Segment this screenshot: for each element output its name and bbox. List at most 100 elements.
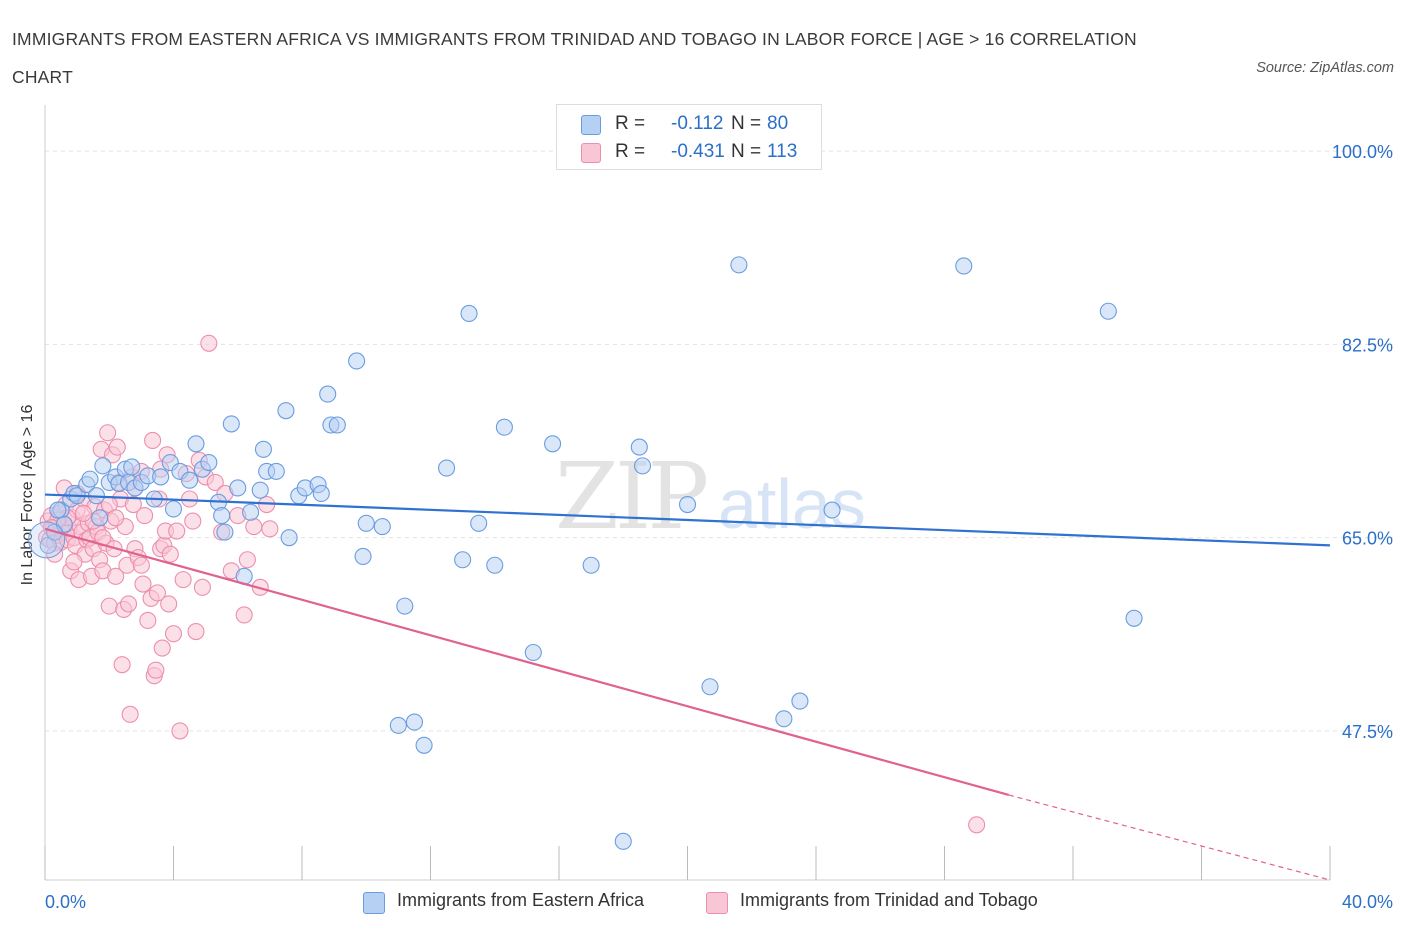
x-tick-label-min: 0.0% [45,892,86,912]
blue-point [524,643,542,662]
pink-point [147,661,165,679]
blue-point [251,481,269,499]
pink-point [245,518,263,536]
pink-point [65,553,83,571]
blue-point [164,500,183,518]
blue-point-large [28,521,66,559]
blue-point [49,501,67,519]
blue-point [348,352,366,370]
pink-trend-extension [1008,794,1331,881]
blue-point [216,523,234,541]
pink-point [161,545,179,563]
blue-point [280,529,298,547]
blue-point [91,509,109,527]
pink-point [968,816,986,834]
blue-point [354,547,372,565]
pink-point [75,504,93,522]
trend-lines [44,493,1331,881]
blue-point [544,435,562,453]
blue-point [630,438,648,456]
blue-point [200,454,218,472]
y-tick-label: 65.0% [1342,529,1393,549]
legend-n-value-blue: 80 [767,113,789,134]
blue-point [405,713,423,731]
blue-point [470,514,488,532]
pink-point [238,551,256,569]
axes [44,105,1331,881]
blue-point [582,556,600,574]
bottom-legend-swatch-pink [706,892,728,914]
pink-point [153,639,171,657]
blue-point [389,716,407,734]
blue-point [312,484,330,503]
blue-point [495,418,513,436]
chart-title: IMMIGRANTS FROM EASTERN AFRICA VS IMMIGR… [12,29,1137,87]
watermark: ZIP atlas [555,443,866,550]
blue-point [438,459,456,477]
blue-point [319,385,337,403]
blue-trend-line [44,493,1331,547]
legend-n-label: N = [731,113,762,134]
blue-point [277,402,295,420]
blue-point [373,518,391,536]
pink-point [184,512,202,530]
pink-point [160,595,178,613]
blue-point [396,597,414,615]
blue-point [486,556,504,574]
pink-point [200,334,218,352]
blue-point [242,503,260,521]
pink-point [144,431,162,450]
pink-point [108,438,126,456]
blue-point [213,507,231,525]
blue-point [614,832,632,850]
y-tick-label: 100.0% [1332,142,1393,162]
pink-point [99,424,117,442]
watermark-zip: ZIP [555,443,706,550]
legend-r-label: R = [615,113,646,134]
pink-point [100,597,118,615]
pink-point [164,625,183,643]
watermark-atlas: atlas [718,465,866,543]
pink-point [119,595,138,613]
blue-series-points [28,256,1143,850]
legend-r-label: R = [615,141,646,162]
x-tick-label-max: 40.0% [1342,892,1393,912]
tick-labels: 47.5% 65.0% 82.5% 100.0% 0.0% 40.0% [45,142,1393,912]
correlation-legend: R = -0.112 N = 80 R = -0.431 N = 113 [556,104,822,170]
blue-point [454,551,472,569]
gridlines [45,150,1395,732]
pink-point [206,473,224,491]
blue-point [460,304,478,323]
blue-point [328,416,346,434]
blue-point [123,458,141,476]
legend-r-value-blue: -0.112 [671,113,724,134]
blue-point [791,692,809,710]
blue-point [152,468,170,486]
pink-point [174,571,192,589]
source-label: Source: ZipAtlas.com [1256,60,1394,76]
pink-point [148,584,166,602]
blue-point [701,678,719,696]
pink-point [113,656,131,674]
pink-point [193,578,211,596]
pink-point [235,606,253,624]
pink-point [107,567,125,585]
blue-point [222,415,240,433]
pink-point [136,507,154,525]
blue-point [823,501,841,519]
bottom-legend-label-blue: Immigrants from Eastern Africa [397,890,645,910]
blue-point [730,256,748,274]
blue-point [81,470,99,488]
blue-point [633,457,652,475]
legend-swatch-blue [581,115,601,135]
blue-point [1125,609,1143,627]
pink-point [134,575,152,593]
blue-point [181,471,199,489]
pink-point [107,509,125,527]
pink-point [261,520,279,538]
blue-point [415,736,433,754]
pink-trend-line [44,527,1010,797]
y-tick-label: 47.5% [1342,722,1393,742]
bottom-legend-label-pink: Immigrants from Trinidad and Tobago [740,890,1038,910]
